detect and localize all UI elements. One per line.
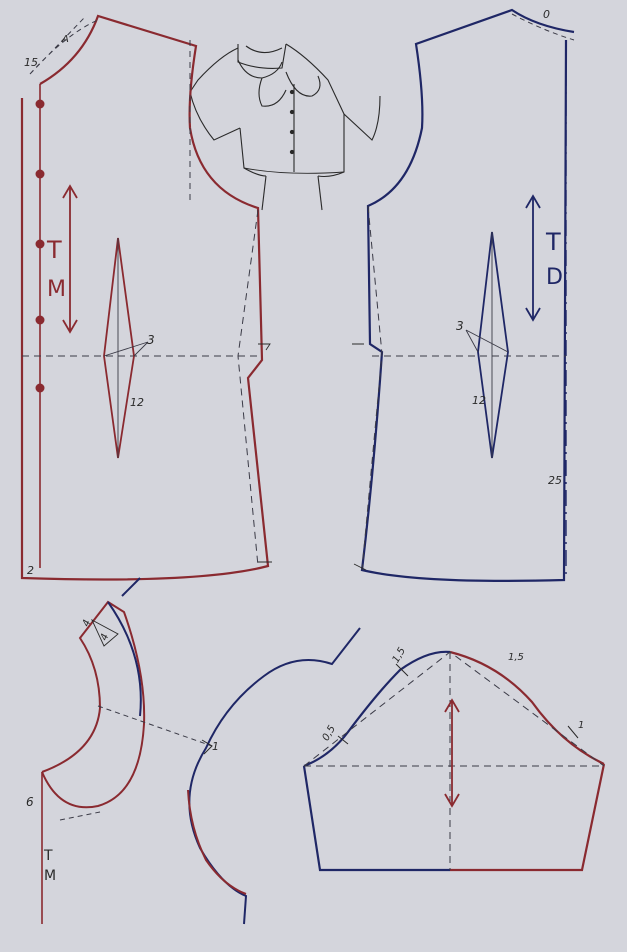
collar-front-neck — [41, 600, 146, 809]
collar-grain-letter-2: M — [44, 868, 56, 884]
sleeve-seam-front — [450, 763, 606, 872]
blouse-sketch — [189, 43, 381, 211]
front-button — [35, 169, 45, 179]
sleeve-label-right: 1 — [578, 720, 584, 731]
collar-guide — [59, 705, 213, 821]
front-dart-length-label: 12 — [130, 396, 144, 409]
front-grain-letter-1: T — [46, 236, 62, 264]
back-side-guide — [361, 205, 383, 571]
sleeve-draft: 1,5 1,5 0,5 1 — [302, 646, 606, 872]
collar-draft: 4 4 1 6 T M — [26, 577, 361, 925]
sleeve-label-top-right: 1,5 — [508, 652, 524, 663]
front-button — [35, 383, 45, 393]
collar-shoulder-label: 1 — [212, 740, 219, 753]
front-bodice-piece: 15 A T M 3 12 2 — [20, 14, 272, 581]
front-side-guide — [237, 209, 259, 567]
front-neck-point-label: A — [61, 34, 69, 45]
front-dart-width-label: 3 — [147, 333, 155, 347]
back-dart — [477, 231, 509, 459]
back-bodice-piece: 0 T D 3 12 25 — [352, 8, 575, 582]
sleeve-grain-arrow — [444, 698, 460, 808]
front-grain-arrow — [62, 184, 78, 334]
back-grain-letter-1: T — [545, 228, 561, 256]
front-grain-letter-2: M — [47, 277, 66, 302]
front-buttons — [35, 99, 45, 393]
back-neck-label: 0 — [543, 8, 550, 21]
front-button — [35, 315, 45, 325]
collar-cf-label: 6 — [26, 795, 34, 809]
collar-width-label: 4 — [99, 632, 112, 642]
front-neck-label: 15 — [24, 56, 38, 69]
collar-stand — [107, 601, 142, 717]
back-grain-letter-2: D — [546, 265, 563, 290]
sleeve-cap-back — [303, 650, 451, 768]
sleeve-label-left: 0,5 — [321, 724, 338, 743]
sleeve-guides — [303, 651, 605, 870]
front-hem-label: 2 — [27, 564, 34, 577]
back-bodice-outline — [360, 8, 575, 582]
sleeve-cap-front — [449, 650, 605, 765]
collar-back-armhole — [188, 627, 361, 925]
collar-tip-label: 4 — [81, 618, 94, 628]
front-button — [35, 239, 45, 249]
collar-back-armhole-red — [187, 789, 247, 895]
front-neck-guide — [29, 17, 99, 75]
sleeve-label-top-left: 1,5 — [391, 646, 408, 665]
sleeve-seam-back — [302, 765, 450, 872]
back-side-label: 25 — [548, 474, 562, 487]
back-grain-arrow — [525, 194, 541, 322]
back-dart-width-label: 3 — [456, 319, 464, 333]
collar-grain-letter-1: T — [43, 848, 53, 864]
back-dart-length-label: 12 — [472, 394, 486, 407]
front-button — [35, 99, 45, 109]
front-bodice-outline — [20, 14, 270, 581]
